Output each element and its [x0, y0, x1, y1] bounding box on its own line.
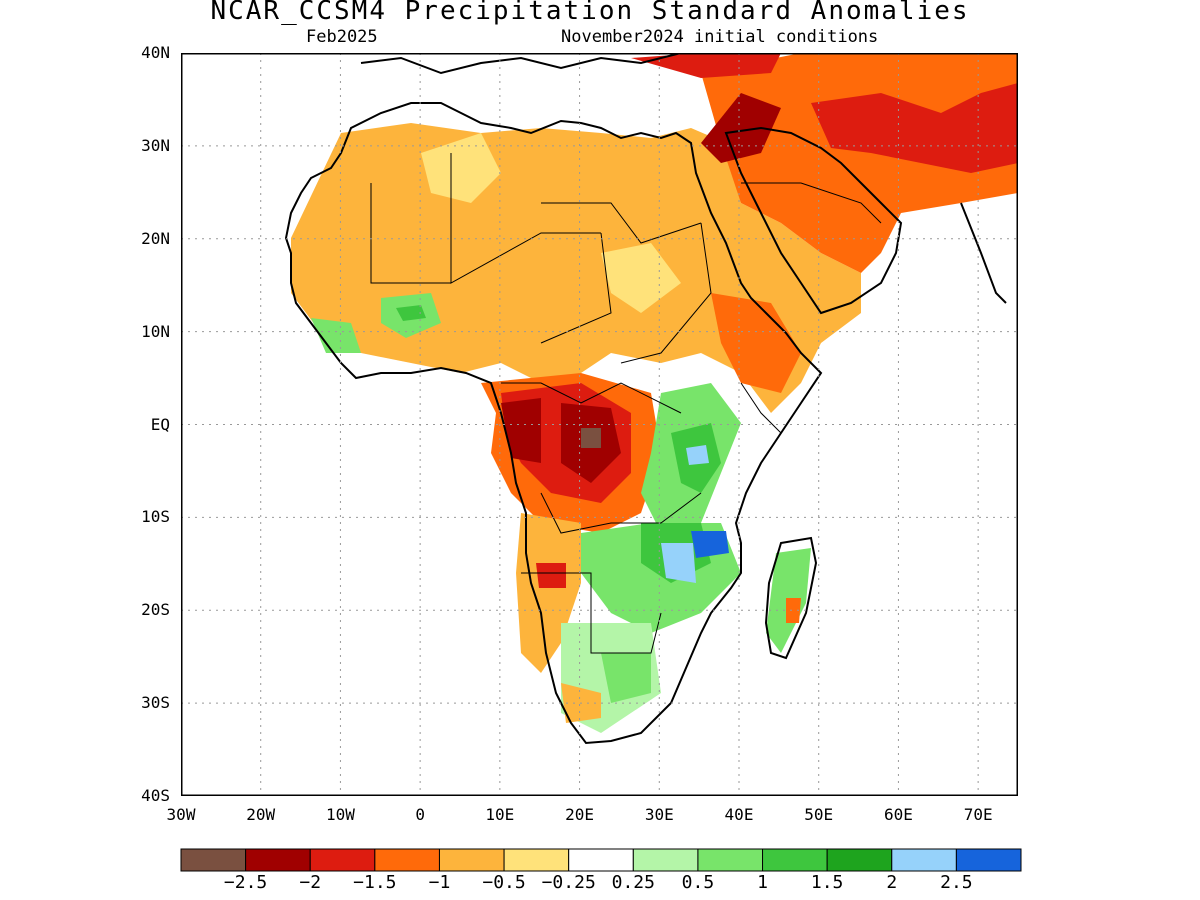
- anomaly-shading: [291, 53, 1018, 733]
- coastlines: [284, 53, 1007, 745]
- lon-label: 0: [415, 805, 425, 824]
- lon-label: 20E: [565, 805, 595, 824]
- colorbar: [180, 848, 1022, 872]
- colorbar-label: 1.5: [810, 872, 844, 893]
- colorbar-label: −1.5: [353, 872, 397, 893]
- lon-label: 50E: [804, 805, 834, 824]
- madagascar-coastline: [764, 536, 818, 660]
- lon-label: 40E: [724, 805, 754, 824]
- colorbar-swatch: [438, 848, 505, 872]
- country-borders: [370, 153, 882, 654]
- lon-label: 30W: [166, 805, 196, 824]
- colorbar-swatch: [180, 848, 247, 872]
- colorbar-swatch: [632, 848, 699, 872]
- colorbar-swatch: [503, 848, 570, 872]
- colorbar-label: −1: [428, 872, 451, 893]
- colorbar-swatch: [309, 848, 376, 872]
- lat-label: 40S: [141, 786, 170, 805]
- europe-coastline: [360, 53, 682, 75]
- lat-label: 20N: [141, 228, 170, 248]
- colorbar-label: 1: [757, 872, 768, 893]
- colorbar-label: −0.5: [482, 872, 526, 893]
- middle-east-strong-dry: [811, 83, 1018, 173]
- colorbar-label: 2.5: [940, 872, 973, 893]
- lat-label: 30N: [141, 135, 170, 155]
- colorbar-swatch: [697, 848, 764, 872]
- india-coastline: [960, 202, 1007, 304]
- africa-coastline: [284, 102, 823, 745]
- colorbar-swatch: [568, 848, 634, 872]
- colorbar-label: 0.5: [681, 872, 715, 893]
- colorbar-label: 0.25: [611, 872, 655, 893]
- mediterranean-red: [631, 53, 781, 78]
- anomaly-map: [181, 53, 1018, 796]
- colorbar-swatch: [374, 848, 440, 872]
- colorbar-swatch: [955, 848, 1022, 872]
- lon-label: 20W: [246, 805, 276, 824]
- forecast-month: Feb2025: [306, 27, 378, 47]
- map-title: NCAR_CCSM4 Precipitation Standard Anomal…: [210, 0, 970, 26]
- initial-conditions: November2024 initial conditions: [561, 27, 879, 47]
- colorbar-label: −0.25: [541, 872, 596, 893]
- lon-label: 70E: [963, 805, 993, 824]
- map-frame: [181, 53, 1018, 796]
- lat-label: 10S: [141, 507, 170, 527]
- colorbar-label: −2.5: [223, 872, 268, 893]
- colorbar-swatch: [245, 848, 311, 872]
- lon-label: 30E: [644, 805, 674, 824]
- lon-label: 10W: [325, 805, 355, 824]
- arabian-peninsula-coastline: [724, 126, 903, 315]
- lat-label: EQ: [150, 414, 170, 434]
- lat-label: 20S: [141, 600, 170, 620]
- colorbar-label: −2: [299, 872, 322, 893]
- graticule: [181, 53, 1018, 796]
- lat-label: 40N: [141, 43, 170, 62]
- lat-label: 30S: [141, 693, 170, 713]
- colorbar-label: 2: [886, 872, 898, 893]
- colorbar-swatch: [891, 848, 957, 872]
- lon-label: 60E: [883, 805, 913, 824]
- colorbar-swatch: [826, 848, 893, 872]
- lon-label: 10E: [485, 805, 515, 824]
- lat-label: 10N: [141, 321, 170, 341]
- colorbar-swatch: [762, 848, 828, 872]
- north-africa-dry-region: [291, 123, 861, 413]
